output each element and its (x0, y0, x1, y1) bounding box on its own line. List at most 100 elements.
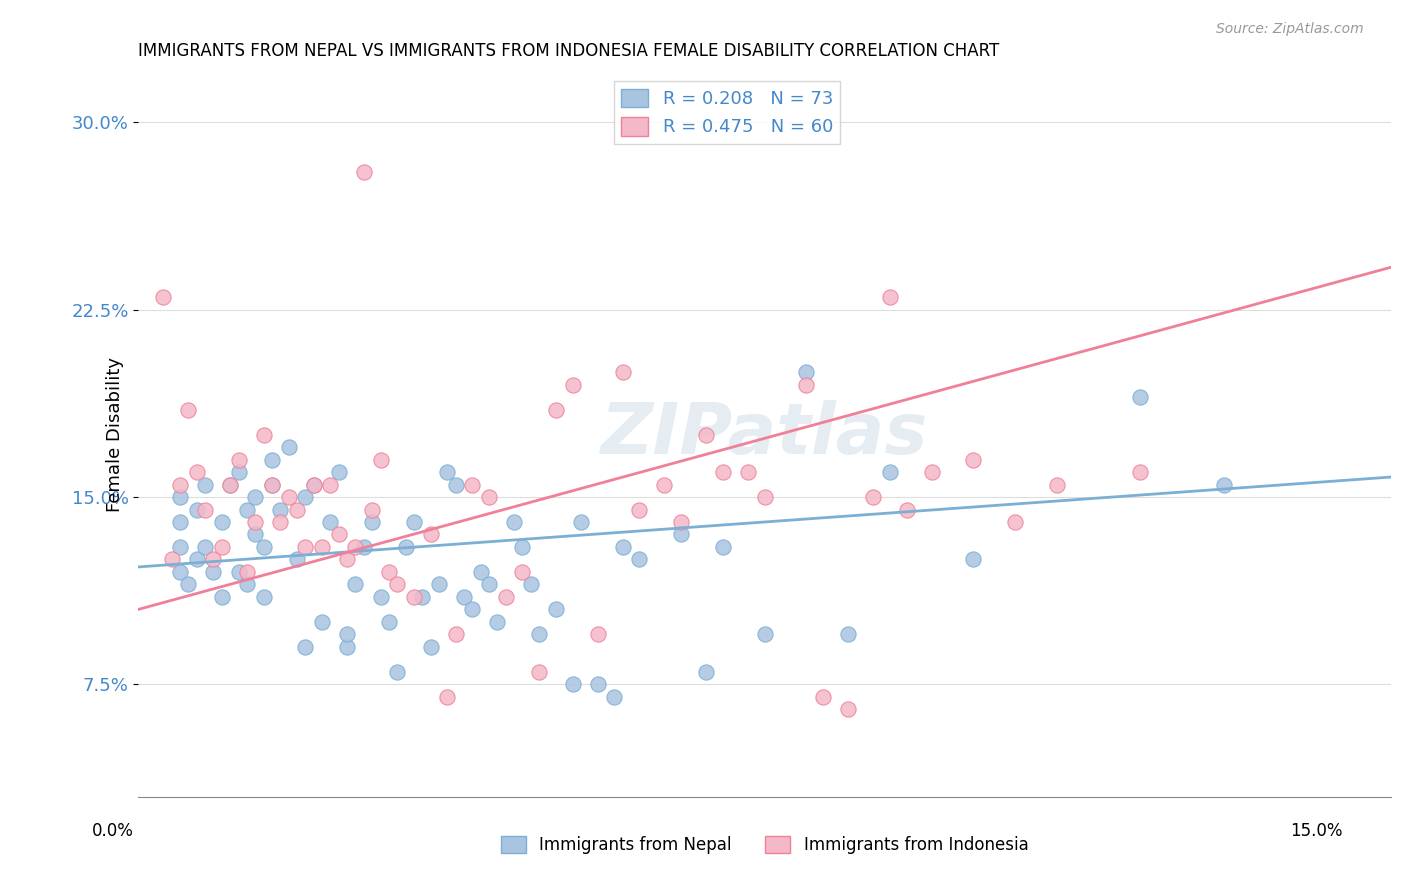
Point (1004, 515, 1026, 529)
Point (336, 552, 359, 566)
Point (169, 565, 191, 579)
Point (245, 515, 267, 529)
Point (252, 590, 274, 604)
Point (419, 527, 441, 541)
Point (737, 465, 759, 479)
Point (444, 477, 467, 491)
Point (245, 490, 267, 504)
Point (160, 552, 183, 566)
Point (461, 602, 484, 616)
Point (370, 590, 392, 604)
Point (319, 477, 342, 491)
Point (754, 627, 776, 641)
Point (1213, 477, 1236, 491)
Point (394, 540, 416, 554)
Point (586, 627, 609, 641)
Point (478, 490, 501, 504)
Point (612, 540, 634, 554)
Point (796, 377, 818, 392)
Point (353, 165, 375, 179)
Point (754, 490, 776, 504)
Y-axis label: Female Disability: Female Disability (107, 357, 125, 512)
Point (277, 440, 299, 454)
Point (512, 540, 534, 554)
Point (236, 577, 259, 591)
Point (169, 515, 191, 529)
Point (837, 702, 859, 716)
Point (503, 515, 526, 529)
Point (177, 402, 200, 417)
Point (269, 515, 291, 529)
Point (711, 465, 734, 479)
Point (896, 502, 918, 516)
Point (302, 477, 325, 491)
Point (336, 627, 359, 641)
Point (361, 515, 384, 529)
Point (285, 552, 308, 566)
Point (436, 690, 458, 704)
Point (294, 640, 316, 654)
Point (252, 427, 274, 442)
Point (586, 677, 609, 691)
Point (436, 465, 458, 479)
Point (796, 365, 818, 379)
Point (520, 577, 543, 591)
Point (169, 490, 191, 504)
Point (411, 590, 433, 604)
Point (169, 540, 191, 554)
Point (236, 565, 259, 579)
Point (311, 615, 333, 629)
Point (186, 465, 208, 479)
Text: ZIPatlas: ZIPatlas (600, 401, 928, 469)
Point (402, 590, 425, 604)
Point (695, 427, 717, 442)
Point (461, 477, 484, 491)
Point (228, 565, 250, 579)
Text: Source: ZipAtlas.com: Source: ZipAtlas.com (1216, 22, 1364, 37)
Point (695, 665, 717, 679)
Point (654, 477, 676, 491)
Point (427, 577, 450, 591)
Text: 15.0%: 15.0% (1291, 822, 1343, 840)
Point (211, 540, 233, 554)
Point (344, 577, 367, 591)
Point (527, 627, 550, 641)
Point (378, 565, 401, 579)
Point (219, 477, 242, 491)
Point (311, 540, 333, 554)
Point (879, 290, 901, 304)
Point (152, 290, 174, 304)
Point (353, 540, 375, 554)
Point (444, 627, 467, 641)
Point (245, 527, 267, 541)
Point (1129, 465, 1152, 479)
Point (211, 515, 233, 529)
Point (378, 615, 401, 629)
Point (361, 502, 384, 516)
Point (1129, 390, 1152, 404)
Point (344, 540, 367, 554)
Point (211, 590, 233, 604)
Point (569, 515, 592, 529)
Point (294, 540, 316, 554)
Point (862, 490, 884, 504)
Point (879, 465, 901, 479)
Point (169, 477, 191, 491)
Point (260, 477, 283, 491)
Point (478, 577, 501, 591)
Point (228, 465, 250, 479)
Point (603, 690, 626, 704)
Point (370, 452, 392, 467)
Point (202, 565, 225, 579)
Legend: R = 0.208   N = 73, R = 0.475   N = 60: R = 0.208 N = 73, R = 0.475 N = 60 (614, 81, 841, 144)
Point (186, 502, 208, 516)
Point (236, 502, 259, 516)
Point (336, 640, 359, 654)
Point (252, 540, 274, 554)
Point (328, 527, 350, 541)
Point (921, 465, 943, 479)
Point (387, 665, 409, 679)
Text: 0.0%: 0.0% (91, 822, 134, 840)
Point (669, 527, 692, 541)
Point (495, 590, 517, 604)
